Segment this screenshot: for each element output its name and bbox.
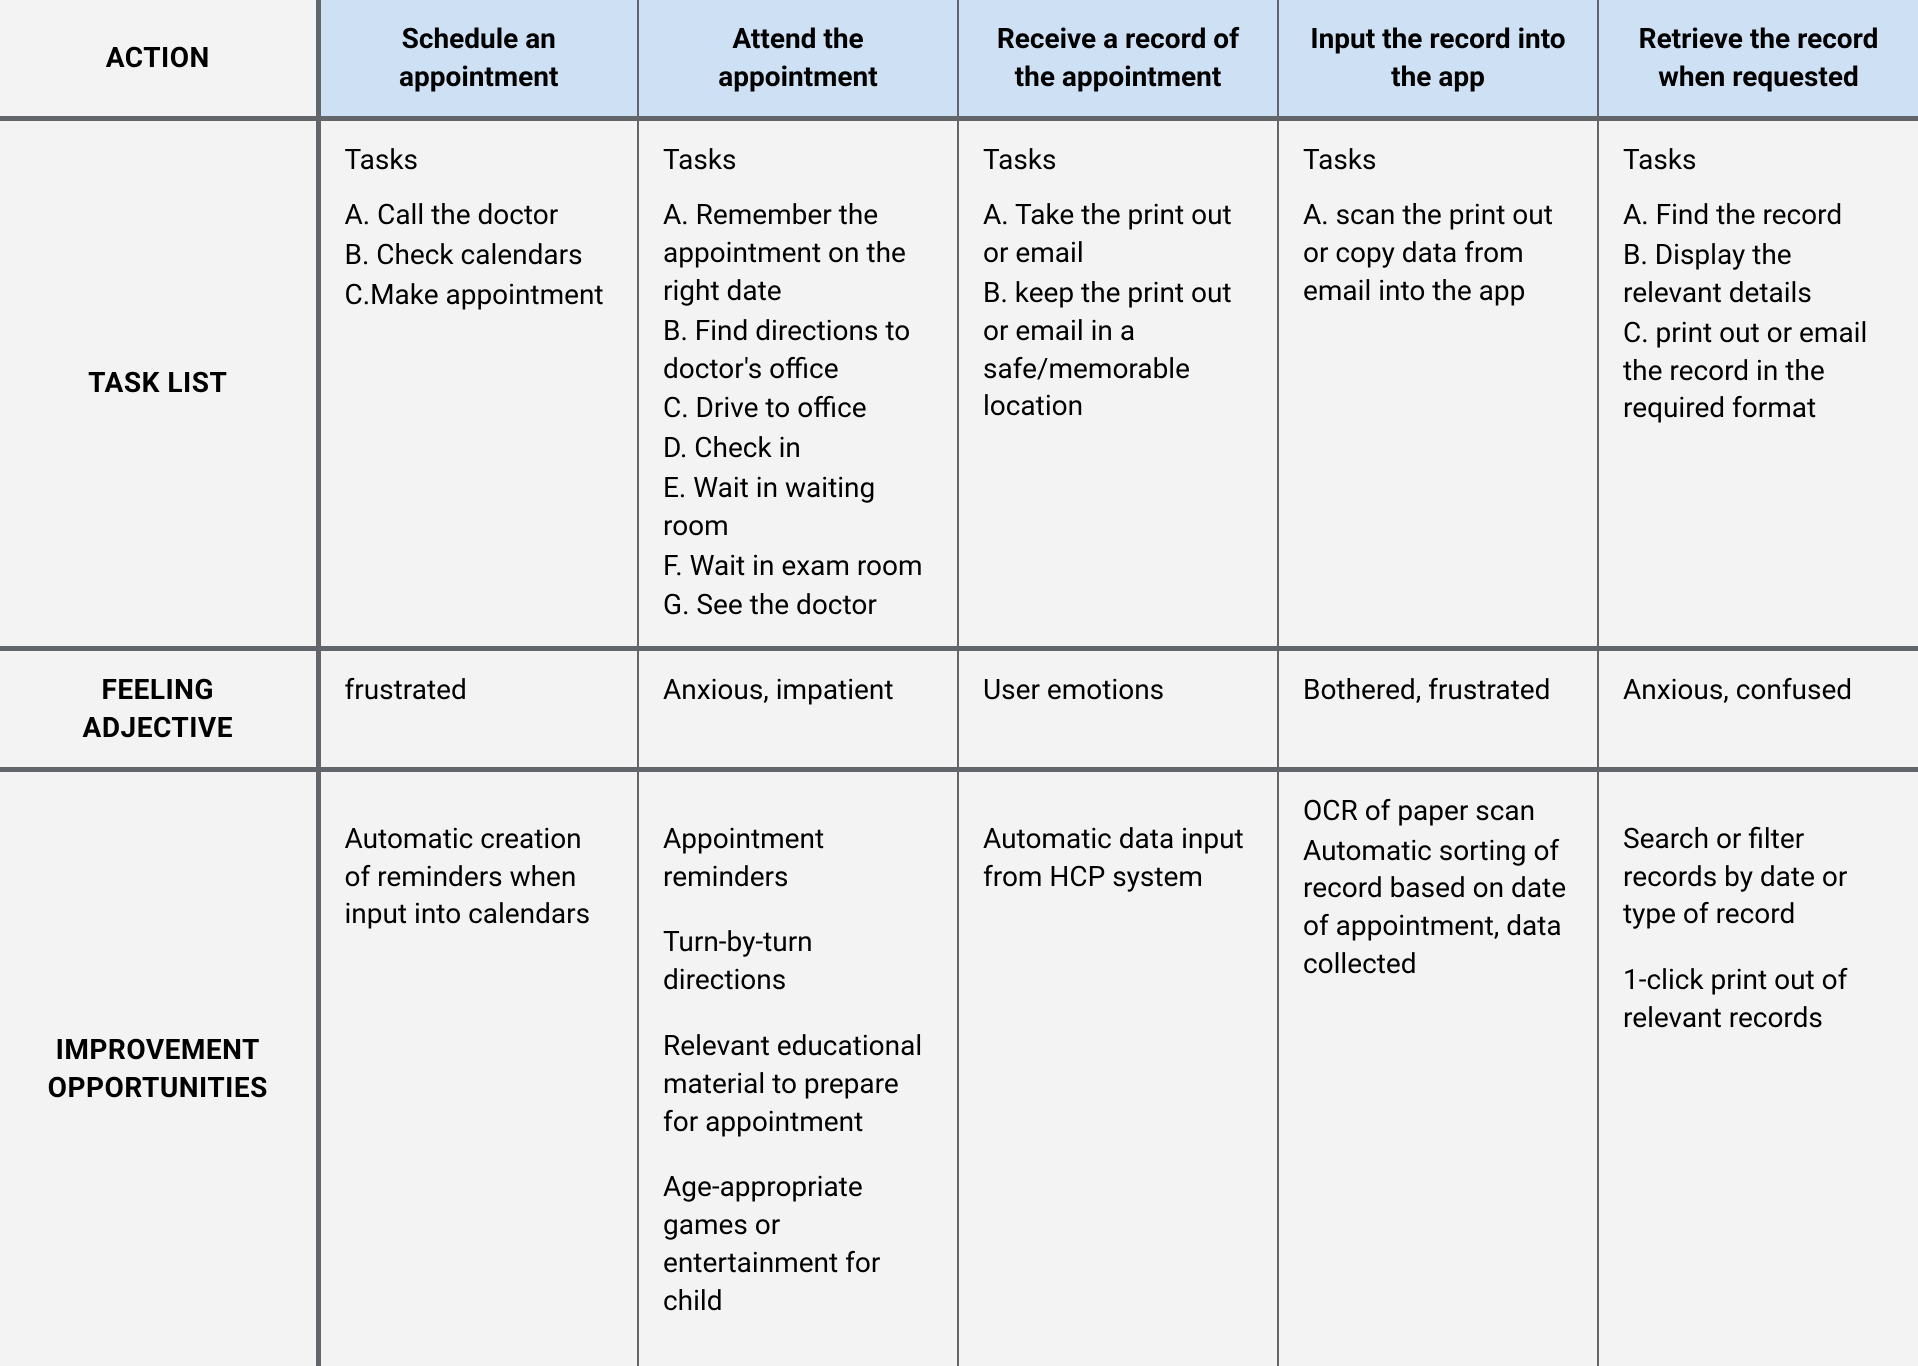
task-item: B. Check calendars	[345, 236, 614, 274]
row-label-tasks: TASK LIST	[0, 118, 318, 649]
task-item: E. Wait in waiting room	[663, 469, 933, 545]
tasks-heading: Tasks	[1623, 141, 1894, 179]
opportunity-cell-0: Automatic creation of reminders when inp…	[318, 769, 638, 1365]
tasks-cell-4: Tasks A. Find the record B. Display the …	[1598, 118, 1918, 649]
opportunity-item: Relevant educational material to prepare…	[663, 1027, 933, 1140]
task-item: B. keep the print out or email in a safe…	[983, 274, 1253, 425]
opportunity-cell-1: Appointment reminders Turn-by-turn direc…	[638, 769, 958, 1365]
task-item: A. Find the record	[1623, 196, 1894, 234]
tasks-heading: Tasks	[345, 141, 614, 179]
row-opportunities: IMPROVEMENT OPPORTUNITIES Automatic crea…	[0, 769, 1918, 1365]
action-header-4: Retrieve the record when requested	[1598, 0, 1918, 118]
tasks-cell-3: Tasks A. scan the print out or copy data…	[1278, 118, 1598, 649]
tasks-cell-0: Tasks A. Call the doctor B. Check calend…	[318, 118, 638, 649]
opportunity-item: Age-appropriate games or entertainment f…	[663, 1168, 933, 1319]
tasks-heading: Tasks	[983, 141, 1253, 179]
opportunity-cell-3: OCR of paper scan Automatic sorting of r…	[1278, 769, 1598, 1365]
feeling-cell-4: Anxious, confused	[1598, 649, 1918, 770]
task-item: B. Display the relevant details	[1623, 236, 1894, 312]
row-action: ACTION Schedule an appointment Attend th…	[0, 0, 1918, 118]
action-header-0: Schedule an appointment	[318, 0, 638, 118]
task-item: A. Remember the appointment on the right…	[663, 196, 933, 309]
opportunity-item: Automatic creation of reminders when inp…	[345, 820, 614, 933]
row-task-list: TASK LIST Tasks A. Call the doctor B. Ch…	[0, 118, 1918, 649]
task-item: A. Call the doctor	[345, 196, 614, 234]
opportunity-cell-4: Search or filter records by date or type…	[1598, 769, 1918, 1365]
feeling-cell-2: User emotions	[958, 649, 1278, 770]
row-label-opportunities: IMPROVEMENT OPPORTUNITIES	[0, 769, 318, 1365]
task-item: A. Take the print out or email	[983, 196, 1253, 272]
row-label-action: ACTION	[0, 0, 318, 118]
task-item: C. Drive to office	[663, 389, 933, 427]
opportunity-item: Automatic data input from HCP system	[983, 820, 1253, 896]
opportunity-item: Search or filter records by date or type…	[1623, 820, 1894, 933]
task-item: A. scan the print out or copy data from …	[1303, 196, 1573, 309]
tasks-cell-1: Tasks A. Remember the appointment on the…	[638, 118, 958, 649]
task-item: C.Make appointment	[345, 276, 614, 314]
action-header-2: Receive a record of the appointment	[958, 0, 1278, 118]
journey-map-table: ACTION Schedule an appointment Attend th…	[0, 0, 1918, 1366]
row-feeling: FEELING ADJECTIVE frustrated Anxious, im…	[0, 649, 1918, 770]
opportunity-item: Automatic sorting of record based on dat…	[1303, 832, 1573, 983]
opportunity-item: Appointment reminders	[663, 820, 933, 896]
opportunity-item: 1-click print out of relevant records	[1623, 961, 1894, 1037]
task-item: F. Wait in exam room	[663, 547, 933, 585]
task-item: G. See the doctor	[663, 586, 933, 624]
task-item: B. Find directions to doctor's office	[663, 312, 933, 388]
feeling-cell-0: frustrated	[318, 649, 638, 770]
opportunity-cell-2: Automatic data input from HCP system	[958, 769, 1278, 1365]
action-header-3: Input the record into the app	[1278, 0, 1598, 118]
task-item: C. print out or email the record in the …	[1623, 314, 1894, 427]
opportunity-item: Turn-by-turn directions	[663, 923, 933, 999]
opportunity-item: OCR of paper scan	[1303, 792, 1573, 830]
feeling-cell-3: Bothered, frustrated	[1278, 649, 1598, 770]
tasks-heading: Tasks	[1303, 141, 1573, 179]
tasks-cell-2: Tasks A. Take the print out or email B. …	[958, 118, 1278, 649]
tasks-heading: Tasks	[663, 141, 933, 179]
task-item: D. Check in	[663, 429, 933, 467]
feeling-cell-1: Anxious, impatient	[638, 649, 958, 770]
action-header-1: Attend the appointment	[638, 0, 958, 118]
row-label-feeling: FEELING ADJECTIVE	[0, 649, 318, 770]
